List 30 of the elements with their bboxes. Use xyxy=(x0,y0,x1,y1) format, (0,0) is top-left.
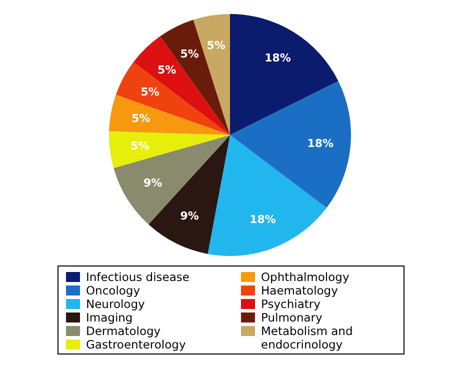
pie-slice xyxy=(230,81,351,208)
legend-label: Oncology xyxy=(86,284,140,298)
legend-label: Haematology xyxy=(261,284,338,298)
legend-label: Neurology xyxy=(86,297,146,311)
data-label: 5% xyxy=(130,140,150,153)
pie-slice xyxy=(116,62,230,135)
data-label: 5% xyxy=(206,38,226,52)
legend-label: Psychiatry xyxy=(261,297,321,311)
data-label: 5% xyxy=(180,47,199,60)
data-label: 9% xyxy=(180,210,199,223)
legend-label: Imaging xyxy=(86,310,133,324)
data-label: 5% xyxy=(131,112,150,125)
pie-slice xyxy=(160,20,230,135)
pie-slice xyxy=(114,135,230,224)
legend-label: Metabolism and endocrinology xyxy=(261,324,353,352)
data-label: 18% xyxy=(264,51,291,64)
data-label: 18% xyxy=(250,213,276,226)
data-label: 5% xyxy=(157,63,176,76)
legend-label: Gastroenterology xyxy=(86,338,186,352)
pie-slice xyxy=(109,94,230,135)
data-label: 18% xyxy=(307,136,334,150)
legend-label: Dermatology xyxy=(86,324,161,338)
legend-label: Ophthalmology xyxy=(261,270,350,284)
data-label: 5% xyxy=(140,86,160,99)
data-label: 9% xyxy=(144,176,162,190)
legend-label: Pulmonary xyxy=(261,310,323,324)
legend-label: Infectious disease xyxy=(86,270,190,284)
pie-slice xyxy=(133,36,230,135)
pie-slice xyxy=(109,131,230,168)
pie-slice xyxy=(230,14,338,135)
